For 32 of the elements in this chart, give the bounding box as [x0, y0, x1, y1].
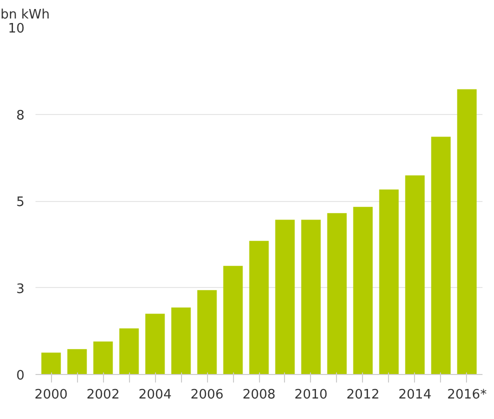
bar: [119, 328, 139, 374]
x-tick-label: 2000: [34, 388, 68, 402]
bar: [353, 206, 373, 374]
x-tick-label: 2012: [346, 388, 380, 402]
x-tick-label: 2004: [138, 388, 172, 402]
bar: [223, 266, 243, 374]
bar: [431, 136, 451, 374]
bar: [301, 220, 321, 374]
y-axis-title: bn kWh: [0, 8, 50, 22]
y-tick-label: 3: [16, 282, 25, 297]
x-tick-label: 2002: [86, 388, 120, 402]
bar: [379, 190, 399, 374]
bar: [275, 220, 295, 374]
bar: [249, 240, 269, 374]
bar: [327, 213, 347, 374]
bar: [457, 89, 477, 374]
x-tick-label: 2008: [242, 388, 276, 402]
y-tick-label: 5: [16, 195, 25, 210]
y-tick-label: 10: [8, 22, 25, 36]
x-tick-label: 2014: [398, 388, 432, 402]
bar: [171, 308, 191, 374]
bar: [405, 175, 425, 374]
bar: [145, 314, 165, 374]
bar: [93, 342, 113, 374]
bar: [41, 352, 61, 374]
y-tick-label: 0: [16, 368, 25, 384]
x-tick-label: 2006: [190, 388, 224, 402]
bar: [197, 290, 217, 374]
x-tick-label: 2016*: [447, 388, 488, 402]
y-tick-label: 8: [16, 108, 25, 124]
x-tick-label: 2010: [294, 388, 328, 402]
bar: [67, 349, 87, 374]
